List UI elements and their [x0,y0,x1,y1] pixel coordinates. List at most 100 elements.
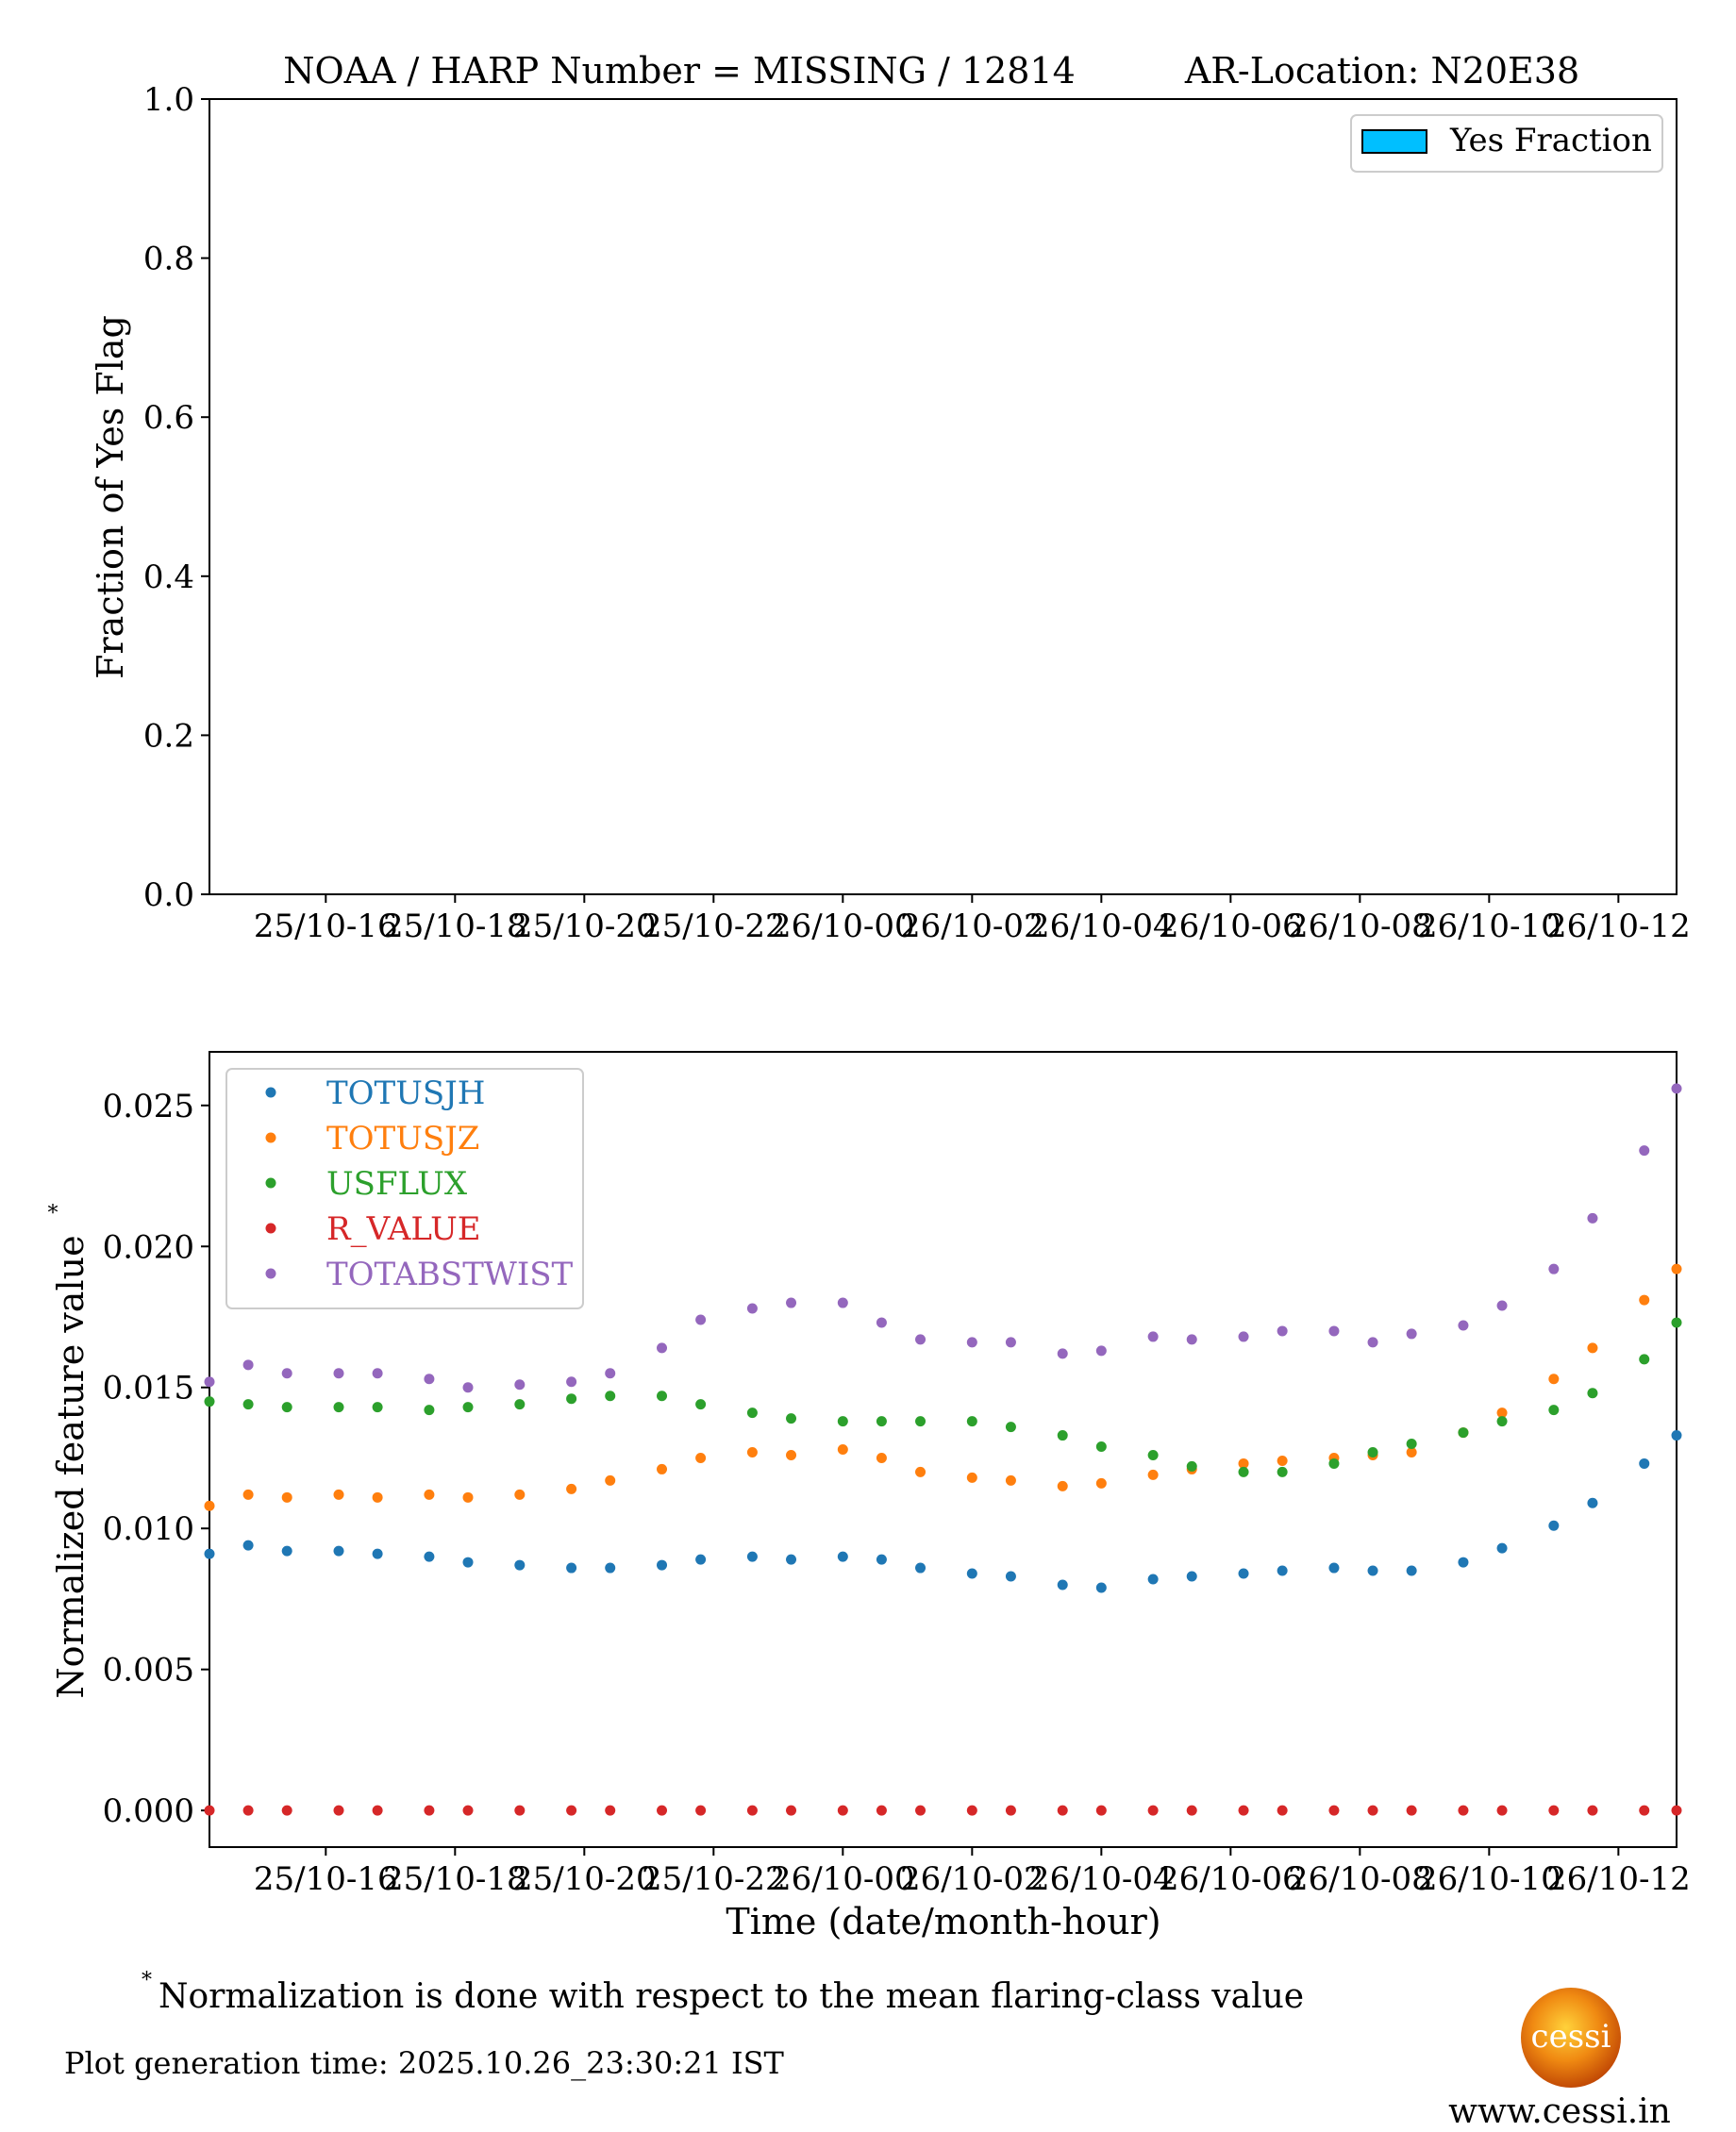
data-point [514,1559,526,1571]
data-point [514,1489,526,1500]
data-point [1367,1337,1378,1348]
bottom-x-tick-label: 25/10-16 [254,1860,398,1898]
data-point [695,1805,707,1816]
legend-marker [265,1177,276,1189]
data-point [242,1489,254,1500]
data-point [1406,1446,1417,1457]
bottom-y-tick-label: 0.025 [103,1088,194,1125]
bottom-y-tick-label: 0.010 [103,1510,194,1548]
data-point [1095,1477,1107,1489]
data-point [605,1805,616,1816]
data-point [1057,1430,1068,1441]
data-point [1057,1348,1068,1359]
data-point [786,1554,797,1565]
legend-item-totabstwist: TOTABSTWIST [265,1256,574,1293]
cessi-url[interactable]: www.cessi.in [1448,2092,1671,2131]
legend-item-r-value: R_VALUE [265,1210,481,1248]
footnote-text: Normalization is done with respect to th… [159,1977,1304,2016]
data-point [1671,1805,1682,1816]
data-point [1587,1212,1598,1224]
data-point [566,1376,577,1388]
legend-marker [265,1268,276,1279]
data-point [1639,1805,1650,1816]
data-point [966,1416,977,1427]
data-point [1277,1325,1288,1337]
legend-marker [265,1223,276,1234]
data-point [786,1297,797,1308]
data-point [333,1545,344,1557]
data-point [1238,1805,1249,1816]
data-point [1496,1300,1508,1311]
data-point [1238,1466,1249,1477]
data-point [966,1805,977,1816]
data-point [462,1557,474,1568]
top-legend-box [1350,114,1663,173]
data-point [966,1472,977,1483]
top-y-tick-label: 0.2 [143,717,194,755]
data-point [1496,1407,1508,1419]
data-point [746,1446,758,1457]
data-point [281,1402,292,1413]
footer: * Normalization is done with respect to … [64,1969,1671,2131]
data-point [462,1805,474,1816]
data-point [605,1474,616,1486]
data-point [1095,1345,1107,1357]
bottom-y-tick-label: 0.020 [103,1228,194,1266]
bottom-x-tick-label: 25/10-20 [512,1860,657,1898]
top-legend[interactable]: Yes Fraction [1350,114,1663,173]
data-point [281,1545,292,1557]
data-point [746,1551,758,1562]
top-y-tick-label: 0.6 [143,399,194,437]
data-point [605,1368,616,1379]
top-x-tick-label: 25/10-16 [254,908,398,945]
bottom-x-tick-label: 26/10-00 [771,1860,915,1898]
data-point [424,1374,435,1385]
data-point [1548,1805,1560,1816]
data-point [1147,1805,1159,1816]
bottom-x-tick-label: 26/10-12 [1546,1860,1691,1898]
data-point [1548,1520,1560,1531]
data-point [1639,1294,1650,1306]
data-point [1406,1328,1417,1340]
data-point [514,1399,526,1410]
data-point [1186,1805,1197,1816]
data-point [1367,1805,1378,1816]
data-point [333,1489,344,1500]
data-point [876,1554,887,1565]
data-point [1147,1574,1159,1585]
bottom-x-axis-label: Time (date/month-hour) [726,1901,1160,1942]
data-point [746,1805,758,1816]
data-point [1057,1579,1068,1591]
data-point [1671,1430,1682,1441]
bottom-legend-box [225,1068,584,1309]
data-point [915,1334,926,1345]
data-point [1548,1405,1560,1416]
data-point [786,1413,797,1424]
bottom-legend[interactable]: TOTUSJH TOTUSJZ USFLUX R_VALUE TOTABSTWIST [225,1068,584,1309]
data-point [1406,1565,1417,1576]
bottom-legend-items: TOTUSJH TOTUSJZ USFLUX R_VALUE TOTABSTWIST [265,1074,574,1293]
data-point [915,1416,926,1427]
data-point [462,1402,474,1413]
data-point [1406,1439,1417,1450]
data-point [462,1491,474,1503]
data-point [1005,1474,1016,1486]
data-point [1458,1805,1469,1816]
bottom-x-tick-label: 25/10-22 [642,1860,786,1898]
top-y-tick-label: 0.0 [143,876,194,914]
data-point [424,1551,435,1562]
data-point [605,1391,616,1402]
data-point [1277,1565,1288,1576]
data-point [695,1314,707,1325]
bottom-x-tick-label: 26/10-08 [1288,1860,1432,1898]
data-point [566,1483,577,1494]
data-point [1095,1805,1107,1816]
data-point [1005,1805,1016,1816]
top-y-tick-label: 0.4 [143,558,194,596]
top-legend-label: Yes Fraction [1449,122,1652,159]
data-point [1186,1334,1197,1345]
generation-time: Plot generation time: 2025.10.26_23:30:2… [64,2045,785,2081]
data-point [657,1342,668,1354]
data-point [566,1393,577,1405]
